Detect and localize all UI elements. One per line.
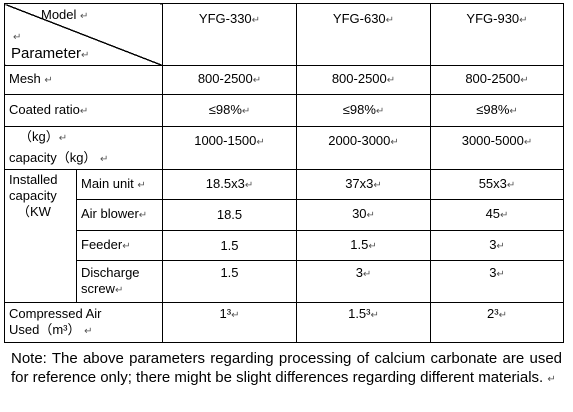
sub-row-label: Air blower↵ [76,199,163,231]
installed-capacity-label: Installed capacity （KW [4,169,77,303]
table-cell: 3↵ [296,260,431,303]
table-cell: 3↵ [430,260,564,303]
table-row: （kg）↵ capacity（kg） ↵ 1000-1500↵ 2000-300… [4,126,564,170]
table-cell: ≤98%↵ [430,94,564,127]
row-label: Compressed Air Used（m³） ↵ [4,302,163,343]
table-row: Mesh ↵ 800-2500↵ 800-2500↵ 800-2500↵ [4,65,564,95]
header-row: Model ↵ ↵ Parameter↵ YFG-330↵ YFG-630↵ Y… [4,3,564,66]
table-cell: 1³↵ [162,302,297,343]
sub-row-label: Discharge screw↵ [76,260,163,303]
table-row: Air blower↵ 18.5 30↵ 45↵ [5,199,564,231]
table-row: Feeder↵ 1.5 1.5↵ 3↵ [5,230,564,261]
return-mark: ↵ [13,32,22,43]
model-header-cell: YFG-630↵ [296,3,431,66]
table-cell: 1.5 [162,260,297,303]
table-cell: 18.5x3↵ [162,169,297,200]
table-cell: 45↵ [430,199,564,231]
row-label: Coated ratio↵ [4,94,163,127]
sub-row-label: Feeder↵ [76,230,163,261]
footnote: Note: The above parameters regarding pro… [11,350,562,386]
table-cell: 37x3↵ [296,169,431,200]
table-cell: 800-2500↵ [296,65,431,95]
table-row: Discharge screw↵ 1.5 3↵ 3↵ [5,260,564,303]
table-cell: 1.5↵ [296,230,431,261]
table-cell: 1.5 [162,230,297,261]
table-cell: 1000-1500↵ [162,126,297,170]
model-header-cell: YFG-930↵ [430,3,564,66]
table-cell: 800-2500↵ [162,65,297,95]
table-row: Installed capacity （KW Main unit ↵ 18.5x… [4,169,564,303]
row-label: Mesh ↵ [4,65,163,95]
table-cell: 800-2500↵ [430,65,564,95]
table-cell: 3000-5000↵ [430,126,564,170]
table-cell: ≤98%↵ [296,94,431,127]
table-cell: 30↵ [296,199,431,231]
model-header-cell: YFG-330↵ [162,3,297,66]
table-cell: 2000-3000↵ [296,126,431,170]
table-cell: 3↵ [430,230,564,261]
parameter-label: Parameter↵ [11,45,90,62]
sub-row-label: Main unit ↵ [76,169,163,200]
table-cell: 18.5 [162,199,297,231]
model-parameter-header: Model ↵ ↵ Parameter↵ [4,3,163,66]
model-label: Model ↵ [41,7,89,22]
table-cell: 55x3↵ [430,169,564,200]
table-cell: ≤98%↵ [162,94,297,127]
table-cell: 2³↵ [430,302,564,343]
table-row: Compressed Air Used（m³） ↵ 1³↵ 1.5³↵ 2³↵ [4,302,564,343]
row-label: （kg）↵ capacity（kg） ↵ [4,126,163,170]
spec-table: Model ↵ ↵ Parameter↵ YFG-330↵ YFG-630↵ Y… [4,3,564,343]
table-row: Coated ratio↵ ≤98%↵ ≤98%↵ ≤98%↵ [4,94,564,127]
table-cell: 1.5³↵ [296,302,431,343]
